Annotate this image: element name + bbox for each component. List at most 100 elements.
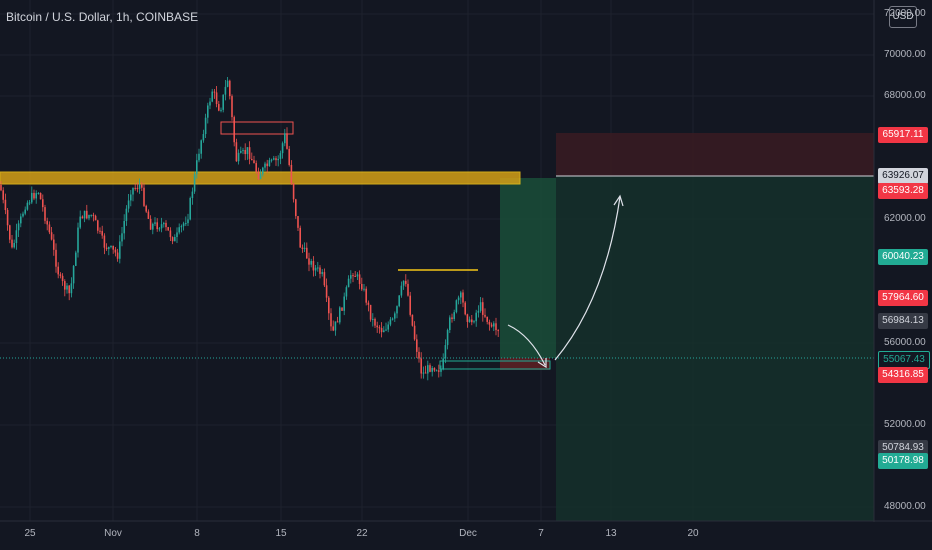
candle-body <box>237 152 240 162</box>
candle-body <box>303 247 306 249</box>
y-tick-label: 68000.00 <box>884 90 926 101</box>
candle-body <box>490 324 493 327</box>
candle-body <box>438 370 440 372</box>
candle-body <box>26 202 29 210</box>
currency-badge[interactable]: USD <box>889 6 917 28</box>
candle-body <box>486 316 488 322</box>
candle-body <box>257 171 260 180</box>
candle-body <box>495 323 497 331</box>
candle-body <box>297 216 299 228</box>
candle-body <box>189 198 191 220</box>
candle-body <box>389 319 392 325</box>
price-tag-last: 56984.13 <box>878 313 928 329</box>
candle-body <box>440 369 442 372</box>
candle-body <box>240 151 242 153</box>
candle-body <box>453 312 455 320</box>
candle-body <box>482 302 484 315</box>
candle-body <box>79 216 81 228</box>
candle-body <box>442 358 444 370</box>
candle-body <box>55 249 57 267</box>
candle-body <box>396 306 398 314</box>
candle-body <box>420 358 422 374</box>
candle-body <box>244 150 246 155</box>
candle-body <box>145 205 147 212</box>
candle-body <box>343 296 345 311</box>
price-tag-target-line: 63926.07 <box>878 168 928 184</box>
candle-body <box>72 265 75 284</box>
arrowhead-down <box>537 358 547 369</box>
candle-body <box>262 167 264 175</box>
position-zones <box>0 121 874 521</box>
candle-body <box>273 158 275 160</box>
candle-body <box>53 239 55 250</box>
candle-body <box>37 193 40 195</box>
candle-body <box>413 325 416 340</box>
candle-body <box>363 288 365 290</box>
candle-body <box>488 321 491 325</box>
candle-body <box>35 193 37 199</box>
candle-body <box>323 272 326 286</box>
candle-body <box>11 239 13 248</box>
candle-body <box>235 142 238 162</box>
candle-body <box>284 133 286 144</box>
candle-body <box>28 202 31 204</box>
candle-body <box>372 318 374 320</box>
candle-body <box>334 321 337 331</box>
price-tag-hidden: 63593.28 <box>878 183 928 199</box>
candle-body <box>132 187 134 195</box>
candle-body <box>411 314 414 326</box>
candle-body <box>310 260 312 265</box>
candle-body <box>211 91 213 102</box>
candle-body <box>295 199 297 217</box>
candle-body <box>57 266 59 275</box>
candle-body <box>138 184 141 189</box>
candle-body <box>356 274 359 277</box>
candle-body <box>431 367 433 372</box>
candle-body <box>169 230 172 238</box>
candle-body <box>105 247 108 250</box>
candle-body <box>405 280 407 284</box>
price-tag-level-1: 60040.23 <box>878 249 928 265</box>
candle-body <box>400 285 403 296</box>
x-tick-label: 25 <box>24 528 36 539</box>
candle-body <box>358 274 361 284</box>
candle-body <box>314 267 317 271</box>
arrow-down <box>507 324 546 366</box>
candle-body <box>22 213 24 217</box>
candle-body <box>275 158 277 161</box>
candle-body <box>121 233 123 242</box>
candle-body <box>154 222 156 224</box>
candle-body <box>231 96 233 118</box>
candle-body <box>61 275 64 282</box>
candle-body <box>94 215 97 221</box>
candle-body <box>24 209 26 214</box>
candle-body <box>0 185 2 191</box>
top-box[interactable] <box>220 121 294 135</box>
candle-body <box>477 310 480 313</box>
candle-body <box>182 223 185 227</box>
candle-body <box>224 86 227 95</box>
price-tag-level-2: 57964.60 <box>878 290 928 306</box>
x-tick-label: 13 <box>605 528 617 539</box>
y-tick-label: 56000.00 <box>884 337 926 348</box>
candle-body <box>174 237 176 242</box>
candle-body <box>259 174 262 180</box>
y-tick-label: 48000.00 <box>884 501 926 512</box>
candle-body <box>83 210 86 219</box>
candle-body <box>251 158 253 161</box>
y-tick-label: 70000.00 <box>884 49 926 60</box>
candle-body <box>422 372 425 374</box>
support-box[interactable] <box>439 360 551 370</box>
candle-body <box>42 199 44 208</box>
candle-body <box>149 218 152 230</box>
candle-body <box>178 227 180 233</box>
candle-body <box>233 117 235 143</box>
candle-body <box>253 160 255 164</box>
candle-body <box>367 302 370 305</box>
candle-body <box>308 258 310 265</box>
candle-body <box>444 345 447 359</box>
candle-body <box>200 140 202 154</box>
candle-body <box>497 330 499 332</box>
entry-profit-zone <box>500 178 556 358</box>
